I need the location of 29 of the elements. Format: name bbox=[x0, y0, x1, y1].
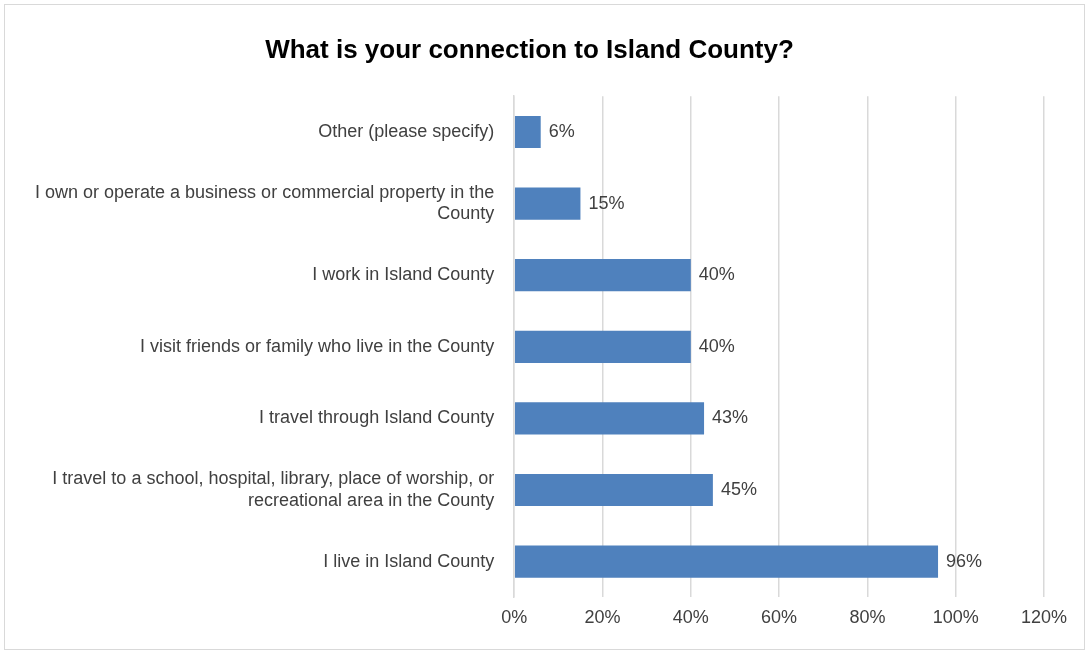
chart-title: What is your connection to Island County? bbox=[265, 33, 794, 64]
x-tick-label: 0% bbox=[501, 607, 528, 628]
bar bbox=[514, 473, 713, 507]
y-tick-label: I visit friends or family who live in the County bbox=[140, 335, 495, 356]
data-label: 6% bbox=[548, 120, 575, 141]
y-tick-label: I travel to a school, hospital, library, place of worship, or recreational area in the County bbox=[52, 468, 495, 510]
x-tick-label: 20% bbox=[584, 607, 621, 628]
y-tick-label: Other (please specify) bbox=[318, 120, 495, 141]
y-tick-label: I travel through Island County bbox=[259, 407, 495, 428]
data-label: 40% bbox=[698, 335, 735, 356]
bar bbox=[514, 330, 691, 363]
y-tick-label: I own or operate a business or commercial property in the County bbox=[34, 181, 495, 224]
bar bbox=[514, 259, 691, 292]
x-tick-label: 60% bbox=[761, 607, 798, 628]
data-label: 43% bbox=[712, 407, 749, 428]
bar bbox=[514, 402, 705, 435]
data-label: 96% bbox=[946, 550, 983, 571]
data-label: 45% bbox=[720, 478, 757, 499]
x-tick-label: 100% bbox=[932, 607, 979, 628]
bar bbox=[514, 545, 939, 578]
x-tick-label: 40% bbox=[672, 607, 709, 628]
data-label: 40% bbox=[698, 264, 735, 285]
x-tick-label: 120% bbox=[1020, 607, 1068, 628]
data-label: 15% bbox=[588, 192, 625, 213]
bar bbox=[514, 115, 541, 149]
x-tick-label: 80% bbox=[849, 607, 886, 628]
y-tick-label: I live in Island County bbox=[323, 550, 495, 571]
bar bbox=[514, 187, 581, 220]
y-tick-label: I work in Island County bbox=[312, 264, 495, 285]
